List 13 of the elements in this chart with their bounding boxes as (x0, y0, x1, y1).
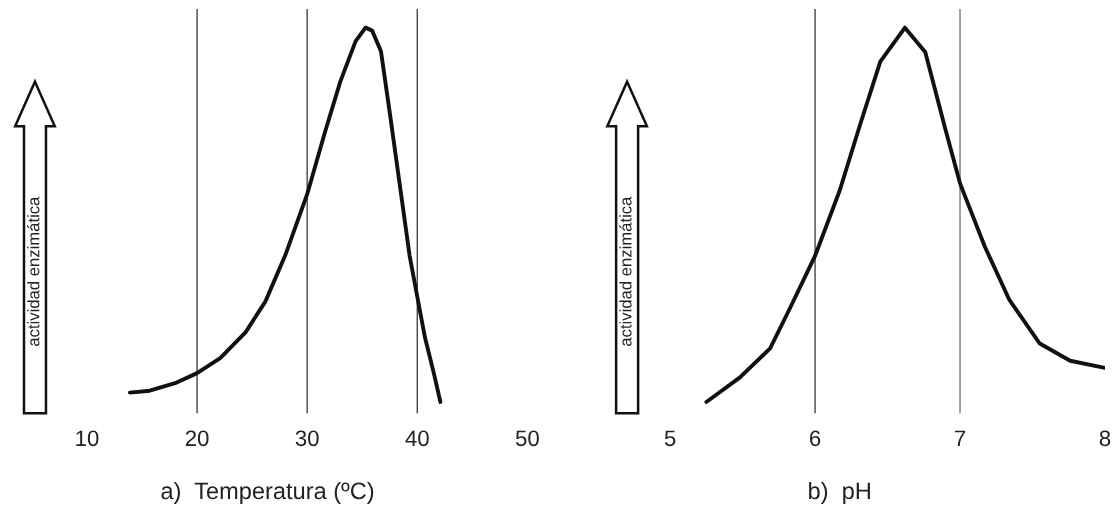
x-axis-title: b) pH (809, 481, 870, 504)
x-tick-label: 20 (185, 430, 209, 447)
y-axis-title: actividad enzimática (619, 196, 632, 347)
x-tick-label: 30 (295, 430, 319, 447)
x-tick-label: 40 (405, 430, 429, 447)
x-tick-label: 7 (954, 430, 966, 446)
x-axis-title: a) Temperatura (ºC) (161, 481, 374, 504)
x-tick-label: 5 (664, 430, 676, 447)
x-tick-label: 6 (810, 430, 821, 447)
x-tick-label: 8 (1099, 430, 1111, 447)
x-tick-label: 50 (515, 430, 539, 447)
y-axis-title: actividad enzimática (27, 196, 40, 347)
x-tick-label: 10 (76, 430, 99, 447)
